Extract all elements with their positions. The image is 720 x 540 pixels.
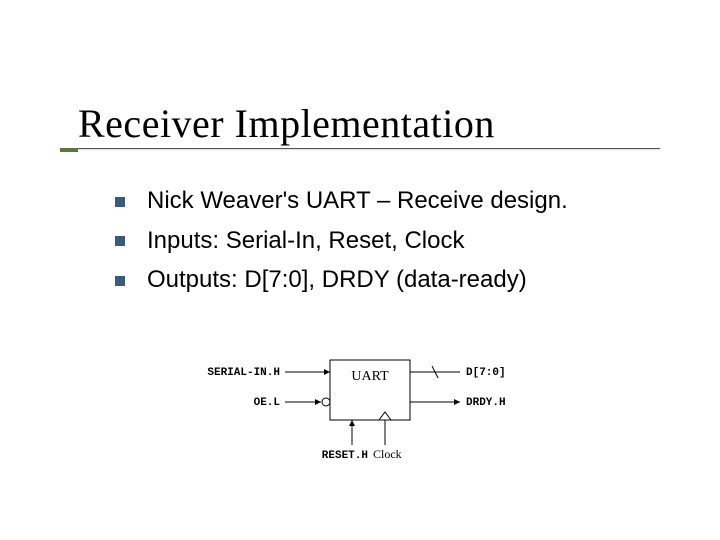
bullet-text: Nick Weaver's UART – Receive design.: [147, 184, 568, 218]
label-dout: D[7:0]: [466, 367, 506, 379]
title-accent-bar: [60, 148, 78, 152]
inversion-bubble-icon: [322, 398, 330, 406]
bullet-list: Nick Weaver's UART – Receive design. Inp…: [115, 184, 568, 303]
bullet-square-icon: [115, 197, 125, 207]
title-underline: [78, 148, 660, 149]
bullet-text: Inputs: Serial-In, Reset, Clock: [147, 224, 464, 258]
uart-block-label: UART: [351, 369, 389, 384]
arrowhead-icon: [349, 420, 355, 426]
uart-block-diagram: UART SERIAL-IN.H OE.L D[7:0] DRDY.H RESE…: [180, 350, 540, 480]
bullet-square-icon: [115, 276, 125, 286]
arrowhead-icon: [315, 399, 321, 405]
label-reset: RESET.H: [322, 450, 368, 462]
arrowhead-icon: [454, 399, 460, 405]
bullet-text: Outputs: D[7:0], DRDY (data-ready): [147, 263, 527, 297]
slide-title: Receiver Implementation: [78, 100, 495, 147]
arrowhead-icon: [324, 369, 330, 375]
bullet-square-icon: [115, 236, 125, 246]
label-oe: OE.L: [254, 397, 281, 409]
title-container: Receiver Implementation: [78, 100, 495, 147]
label-drdy: DRDY.H: [466, 397, 506, 409]
bullet-item: Outputs: D[7:0], DRDY (data-ready): [115, 263, 568, 297]
label-clock: Clock: [373, 447, 402, 461]
bullet-item: Inputs: Serial-In, Reset, Clock: [115, 224, 568, 258]
bullet-item: Nick Weaver's UART – Receive design.: [115, 184, 568, 218]
label-serial-in: SERIAL-IN.H: [207, 367, 280, 379]
